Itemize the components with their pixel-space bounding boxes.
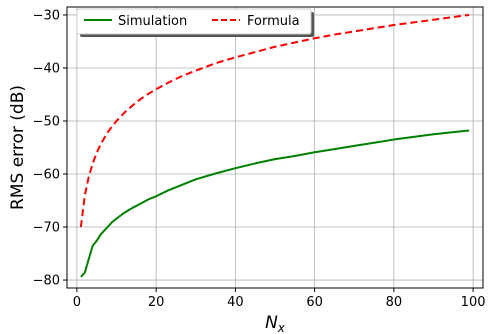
x-axis-label: Nx xyxy=(265,313,286,334)
x-tick-label: 40 xyxy=(227,295,244,310)
y-tick-label: −30 xyxy=(33,8,60,23)
plot-frame xyxy=(66,6,484,289)
legend-box xyxy=(76,8,312,35)
grid-layer xyxy=(67,7,483,288)
x-tick-label: 80 xyxy=(386,295,403,310)
y-tick-label: −60 xyxy=(33,168,60,183)
y-axis-label: RMS error (dB) xyxy=(8,85,28,210)
x-axis-label-subscript: x xyxy=(277,321,286,334)
x-axis-label-main: N xyxy=(265,313,278,333)
x-tick-label: 60 xyxy=(306,295,323,310)
x-tick-label: 20 xyxy=(148,295,165,310)
series-layer xyxy=(79,13,470,278)
y-tick-label: −70 xyxy=(33,221,60,236)
tick-layer: 0 20 40 60 80 100 −80 −70 −60 −50 −40 −30 xyxy=(33,8,486,310)
y-tick-label: −80 xyxy=(33,274,60,289)
y-tick-label: −50 xyxy=(33,114,60,129)
legend-label-simulation: Simulation xyxy=(118,14,187,29)
x-tick-label: 0 xyxy=(73,295,81,310)
legend-label-formula: Formula xyxy=(247,14,300,29)
legend: Simulation Formula xyxy=(76,8,314,37)
series-line-formula xyxy=(79,13,470,228)
x-tick-label: 100 xyxy=(461,295,486,310)
series-line-simulation xyxy=(80,129,470,278)
y-tick-label: −40 xyxy=(33,61,60,76)
